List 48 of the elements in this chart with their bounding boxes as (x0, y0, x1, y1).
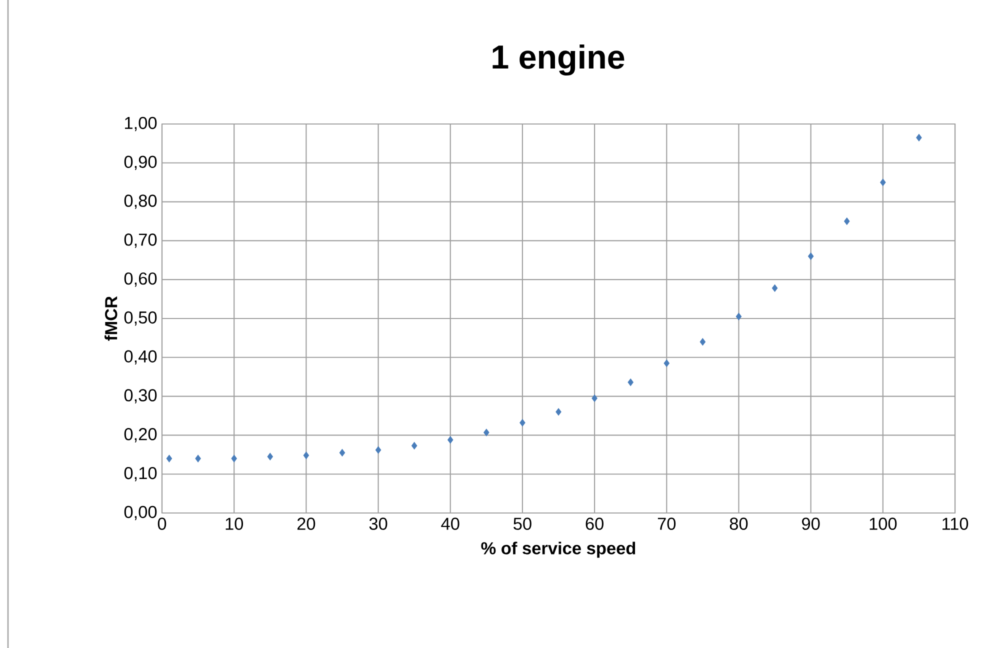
y-tick-label: 0,00 (124, 506, 157, 520)
point (520, 419, 526, 426)
point (880, 178, 886, 186)
y-tick-label: 0,80 (124, 194, 157, 209)
point (700, 338, 706, 346)
x-axis-title: % of service speed (481, 542, 636, 558)
x-tick-label: 70 (658, 518, 676, 530)
point (166, 454, 172, 462)
point (303, 452, 310, 460)
x-tick-label: 10 (226, 518, 244, 530)
point (195, 454, 201, 462)
x-tick-label: 0 (158, 518, 166, 530)
point (628, 378, 634, 386)
y-tick-label: 0,70 (124, 234, 157, 248)
y-tick-label: 0,10 (124, 466, 157, 482)
x-tick-label: 110 (942, 518, 968, 530)
point (231, 454, 237, 462)
x-tick-label: 90 (802, 518, 820, 530)
chart-title: 1 engine (492, 44, 624, 76)
x-tick-label: 30 (369, 518, 388, 530)
point (592, 394, 598, 402)
x-tick-label: 80 (730, 518, 748, 530)
point (844, 218, 850, 225)
point (556, 408, 562, 416)
y-tick-label: 0,90 (124, 156, 157, 170)
x-tick-label: 100 (870, 518, 897, 530)
x-tick-label: 40 (441, 518, 460, 530)
y-tick-label: 0,30 (124, 389, 157, 404)
point (411, 442, 418, 450)
point (736, 312, 742, 320)
point (772, 284, 778, 292)
x-tick-label: 50 (514, 518, 532, 530)
point (916, 134, 922, 142)
y-tick-label: 0,40 (124, 350, 157, 365)
y-tick-label: 1,00 (125, 116, 157, 132)
point (267, 452, 274, 460)
y-axis-title: fMCR (104, 296, 118, 341)
point (808, 252, 814, 260)
x-tick-label: 60 (586, 518, 604, 530)
point (664, 360, 670, 367)
y-tick-label: 0,20 (124, 428, 157, 442)
y-tick-label: 0,60 (124, 272, 157, 287)
point (339, 448, 346, 456)
x-tick-label: 20 (297, 518, 316, 530)
point (484, 428, 490, 436)
point (448, 436, 454, 444)
y-tick-label: 0,50 (124, 311, 157, 326)
point (375, 446, 382, 454)
